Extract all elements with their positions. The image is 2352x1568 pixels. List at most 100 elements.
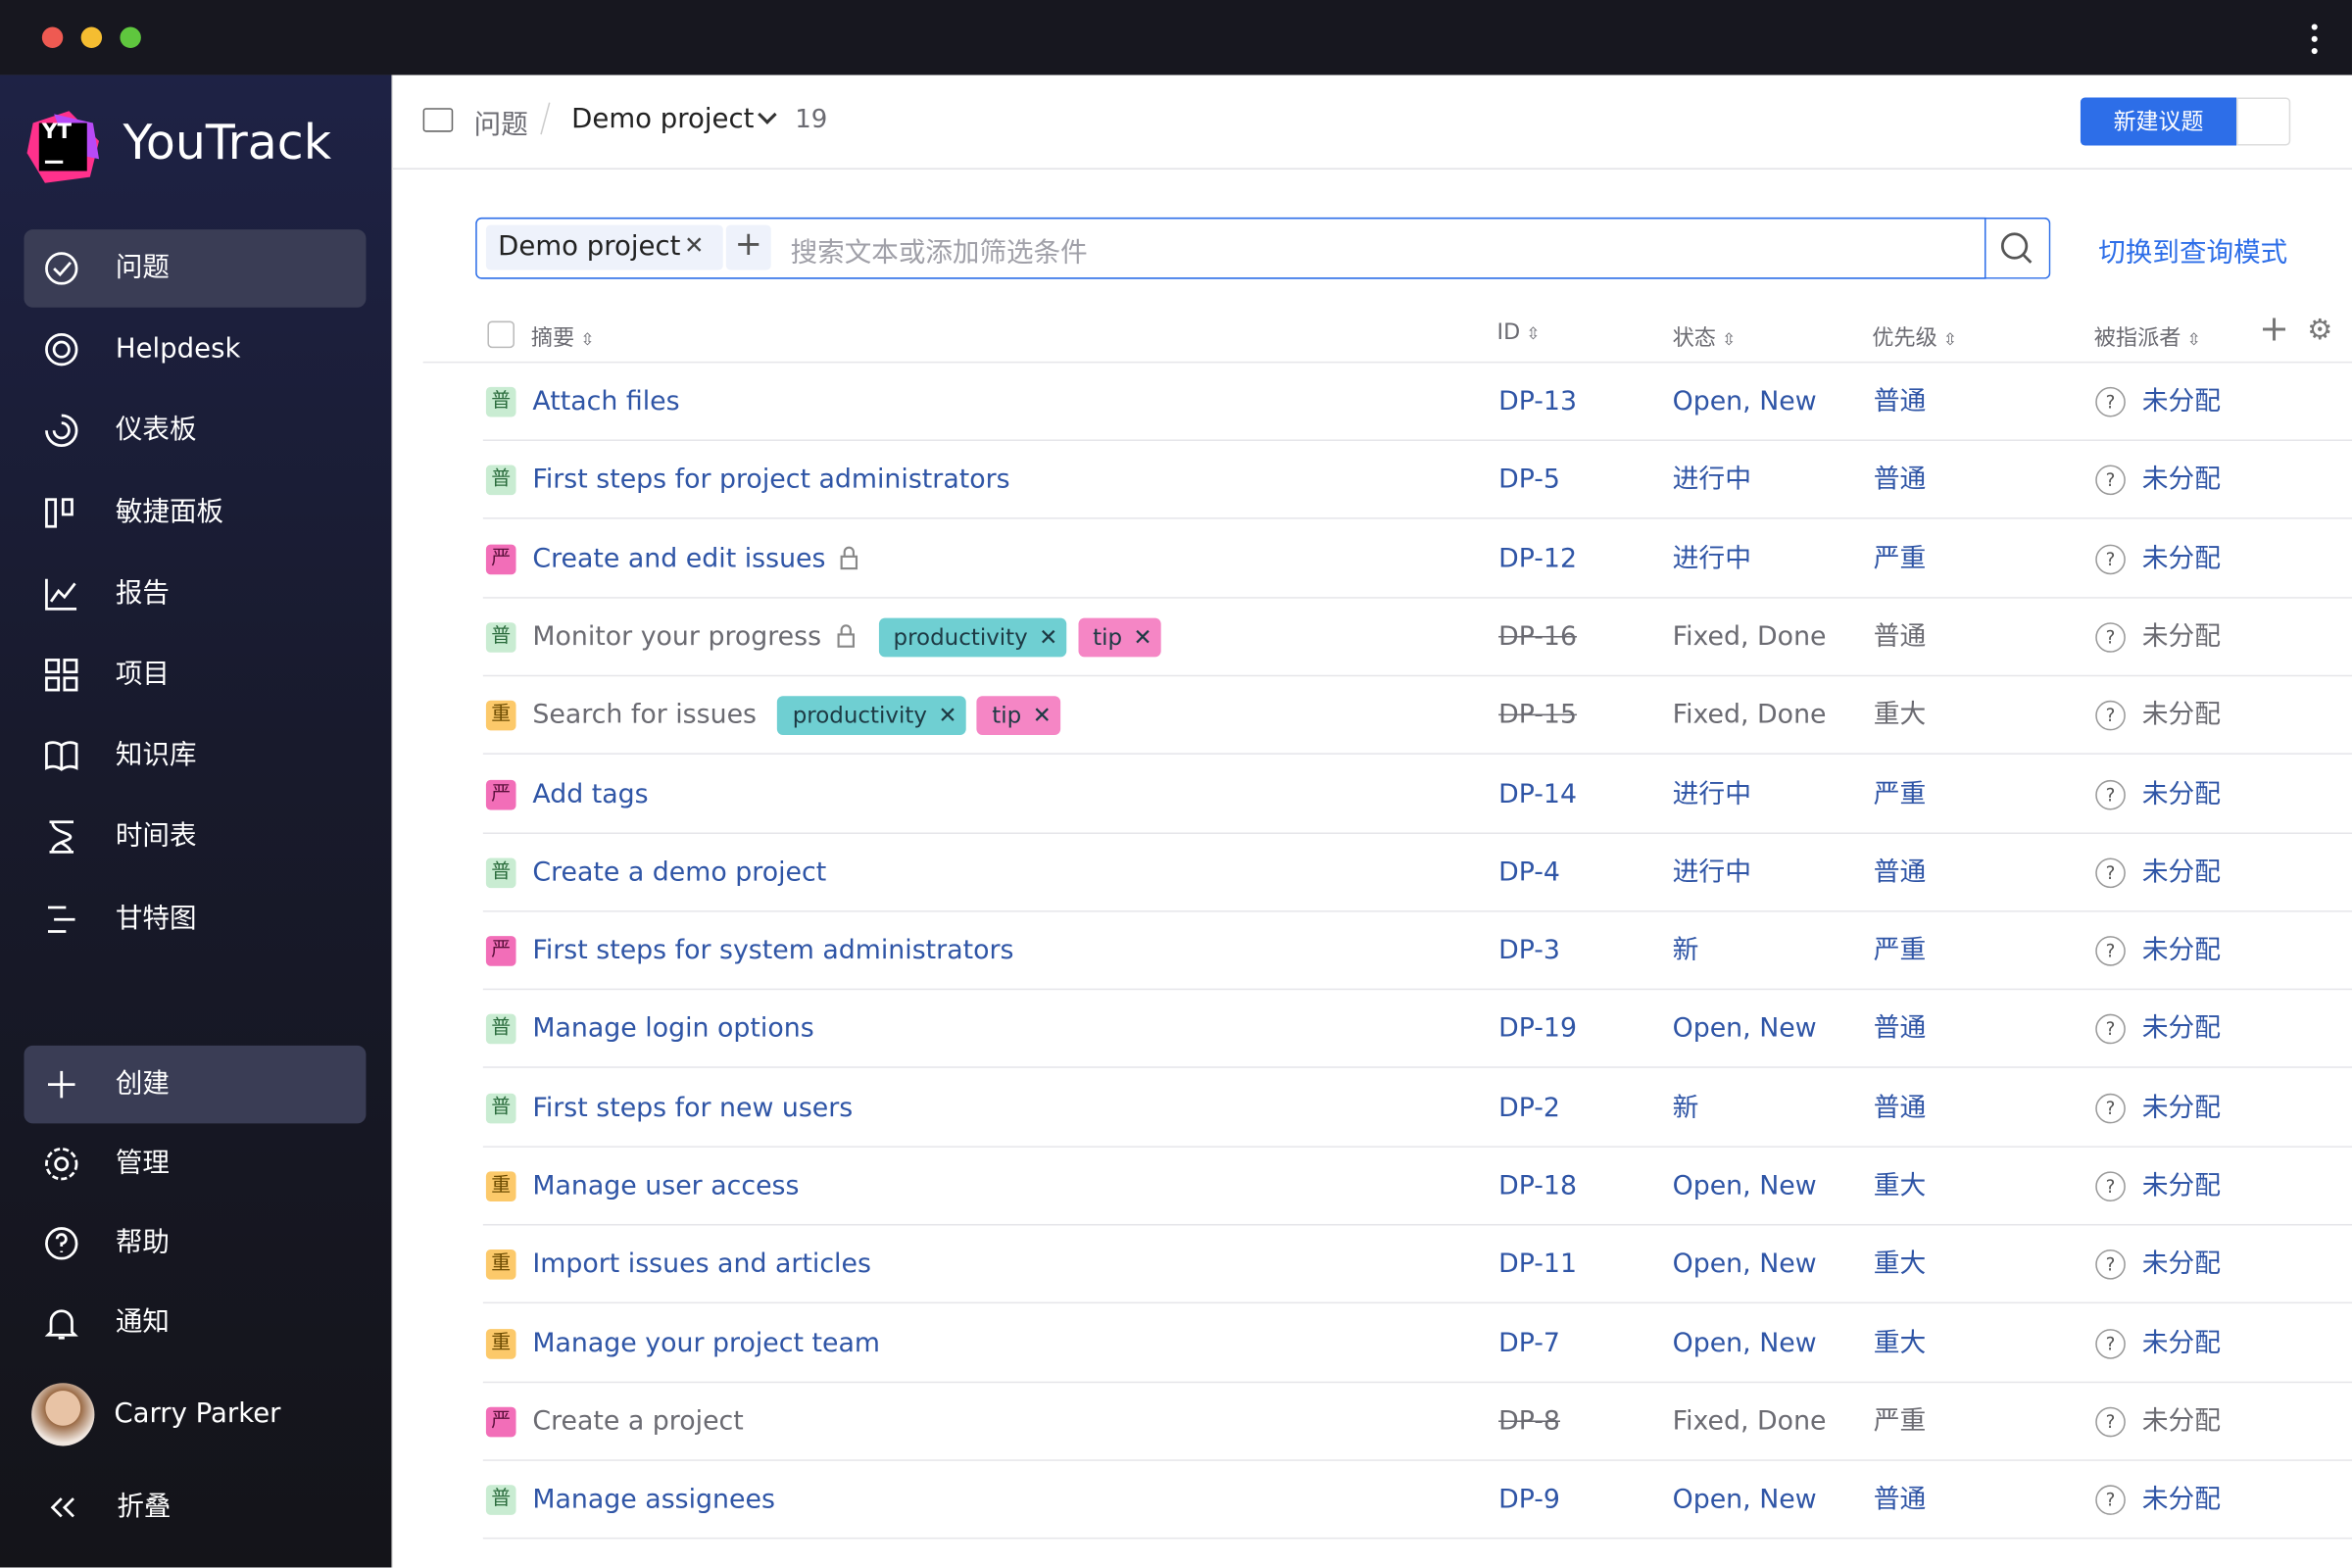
search-button[interactable] [1984, 217, 2051, 279]
issue-state[interactable]: Open, New [1672, 1014, 1817, 1045]
issue-assignee[interactable]: 未分配 [2141, 386, 2222, 417]
tag-remove[interactable]: ✕ [1133, 623, 1152, 652]
issue-id[interactable]: DP-9 [1498, 1485, 1560, 1516]
nav-item[interactable]: 时间表 [24, 799, 366, 877]
issue-assignee[interactable]: 未分配 [2141, 701, 2222, 731]
issue-id[interactable]: DP-3 [1498, 936, 1560, 966]
issue-id[interactable]: DP-7 [1498, 1328, 1560, 1359]
issue-state[interactable]: Open, New [1672, 386, 1817, 417]
issue-assignee[interactable]: 未分配 [2141, 543, 2222, 574]
issue-summary[interactable]: First steps for system administrators [532, 936, 1014, 966]
breadcrumb-root[interactable]: 问题 [473, 109, 528, 141]
collapse-button[interactable]: 折叠 [24, 1470, 366, 1545]
column-header[interactable]: 优先级 ⇳ [1872, 321, 1957, 353]
issue-id[interactable]: DP-2 [1498, 1093, 1560, 1123]
issue-priority[interactable]: 普通 [1873, 1485, 1927, 1516]
issue-priority[interactable]: 普通 [1873, 1014, 1927, 1045]
nav-item[interactable]: 通知 [24, 1284, 366, 1362]
issue-assignee[interactable]: 未分配 [2141, 465, 2222, 496]
add-filter[interactable]: + [725, 224, 771, 270]
issue-summary[interactable]: First steps for new users [532, 1093, 854, 1123]
tag-remove[interactable]: ✕ [938, 702, 957, 730]
issue-id[interactable]: DP-18 [1498, 1171, 1578, 1202]
issue-id[interactable]: DP-16 [1498, 622, 1578, 653]
issue-summary[interactable]: Manage user access [532, 1171, 800, 1202]
issue-assignee[interactable]: 未分配 [2141, 1171, 2222, 1202]
issue-priority[interactable]: 普通 [1873, 858, 1927, 888]
nav-item[interactable]: 仪表板 [24, 392, 366, 470]
issue-priority[interactable]: 严重 [1873, 1406, 1927, 1438]
issue-state[interactable]: Open, New [1672, 1485, 1817, 1516]
add-column[interactable]: + [2259, 307, 2289, 350]
issue-priority[interactable]: 严重 [1873, 779, 1927, 809]
issue-summary[interactable]: Create and edit issues [532, 543, 826, 574]
issue-state[interactable]: Fixed, Done [1672, 622, 1827, 653]
issue-summary[interactable]: Add tags [532, 779, 649, 809]
filter-chip[interactable]: Demo project [485, 224, 723, 270]
issue-summary[interactable]: Create a project [532, 1406, 744, 1438]
tag[interactable]: tip ✕ [1077, 617, 1161, 658]
issue-id[interactable]: DP-11 [1498, 1250, 1578, 1281]
new-issue-menu[interactable] [2236, 97, 2291, 146]
query-mode-link[interactable]: 切换到查询模式 [2098, 236, 2288, 269]
issue-state[interactable]: 进行中 [1672, 779, 1751, 809]
issue-summary[interactable]: Manage login options [532, 1014, 814, 1045]
issue-id[interactable]: DP-4 [1498, 858, 1560, 888]
issue-priority[interactable]: 普通 [1873, 1093, 1927, 1123]
tag[interactable]: productivity ✕ [878, 617, 1067, 658]
menu-button[interactable] [2304, 23, 2325, 56]
search-box[interactable]: Demo project ✕ + 搜索文本或添加筛选条件 [475, 217, 1986, 279]
issue-assignee[interactable]: 未分配 [2141, 1328, 2222, 1359]
select-all[interactable] [487, 320, 514, 349]
nav-item[interactable]: Helpdesk [24, 311, 366, 389]
issue-assignee[interactable]: 未分配 [2141, 858, 2222, 888]
nav-item[interactable]: 帮助 [24, 1204, 366, 1283]
tag[interactable]: tip ✕ [976, 696, 1061, 736]
nav-item[interactable]: 报告 [24, 555, 366, 633]
issue-state[interactable]: Fixed, Done [1672, 701, 1827, 731]
issue-assignee[interactable]: 未分配 [2141, 1014, 2222, 1045]
issue-assignee[interactable]: 未分配 [2141, 622, 2222, 653]
issue-id[interactable]: DP-13 [1498, 386, 1578, 417]
issue-summary[interactable]: Create a demo project [532, 858, 827, 888]
issue-priority[interactable]: 严重 [1873, 936, 1927, 966]
issue-summary[interactable]: Attach files [532, 386, 680, 417]
nav-item[interactable]: 创建 [24, 1045, 367, 1124]
tag-remove[interactable]: ✕ [1039, 623, 1058, 652]
issue-state[interactable]: Open, New [1672, 1328, 1817, 1359]
issue-state[interactable]: Open, New [1672, 1250, 1817, 1281]
issue-summary[interactable]: Import issues and articles [532, 1250, 871, 1281]
nav-item[interactable]: 项目 [24, 636, 366, 714]
nav-item[interactable]: 知识库 [24, 717, 366, 796]
issue-summary[interactable]: Monitor your progress [532, 622, 822, 653]
issue-id[interactable]: DP-15 [1498, 701, 1578, 731]
issue-state[interactable]: 新 [1672, 1093, 1699, 1123]
issue-priority[interactable]: 普通 [1873, 465, 1927, 496]
chip-remove[interactable]: ✕ [683, 230, 705, 260]
tag-remove[interactable]: ✕ [1032, 702, 1052, 730]
issue-assignee[interactable]: 未分配 [2141, 1250, 2222, 1281]
issue-state[interactable]: Fixed, Done [1672, 1406, 1827, 1438]
issue-id[interactable]: DP-5 [1498, 465, 1560, 496]
column-header[interactable]: ID ⇳ [1497, 321, 1541, 345]
column-header[interactable]: 被指派者 ⇳ [2094, 321, 2201, 353]
issue-state[interactable]: 新 [1672, 936, 1699, 966]
issue-priority[interactable]: 重大 [1873, 1250, 1927, 1281]
issue-priority[interactable]: 严重 [1873, 543, 1927, 574]
issue-assignee[interactable]: 未分配 [2141, 779, 2222, 809]
issue-id[interactable]: DP-19 [1498, 1014, 1578, 1045]
issue-priority[interactable]: 重大 [1873, 1171, 1927, 1202]
issue-state[interactable]: 进行中 [1672, 858, 1751, 888]
issue-state[interactable]: 进行中 [1672, 543, 1751, 574]
dropdown-caret[interactable] [758, 105, 777, 124]
issue-priority[interactable]: 重大 [1873, 1328, 1927, 1359]
issue-assignee[interactable]: 未分配 [2141, 936, 2222, 966]
issue-id[interactable]: DP-14 [1498, 779, 1578, 809]
nav-item[interactable]: 甘特图 [24, 880, 366, 958]
new-issue-button[interactable]: 新建议题 [2080, 97, 2237, 146]
column-header[interactable]: 状态 ⇳ [1673, 321, 1737, 353]
issue-summary[interactable]: Manage your project team [532, 1328, 880, 1359]
nav-item[interactable]: 问题 [24, 229, 367, 308]
issue-priority[interactable]: 普通 [1873, 622, 1927, 653]
panel-toggle[interactable] [422, 108, 454, 132]
